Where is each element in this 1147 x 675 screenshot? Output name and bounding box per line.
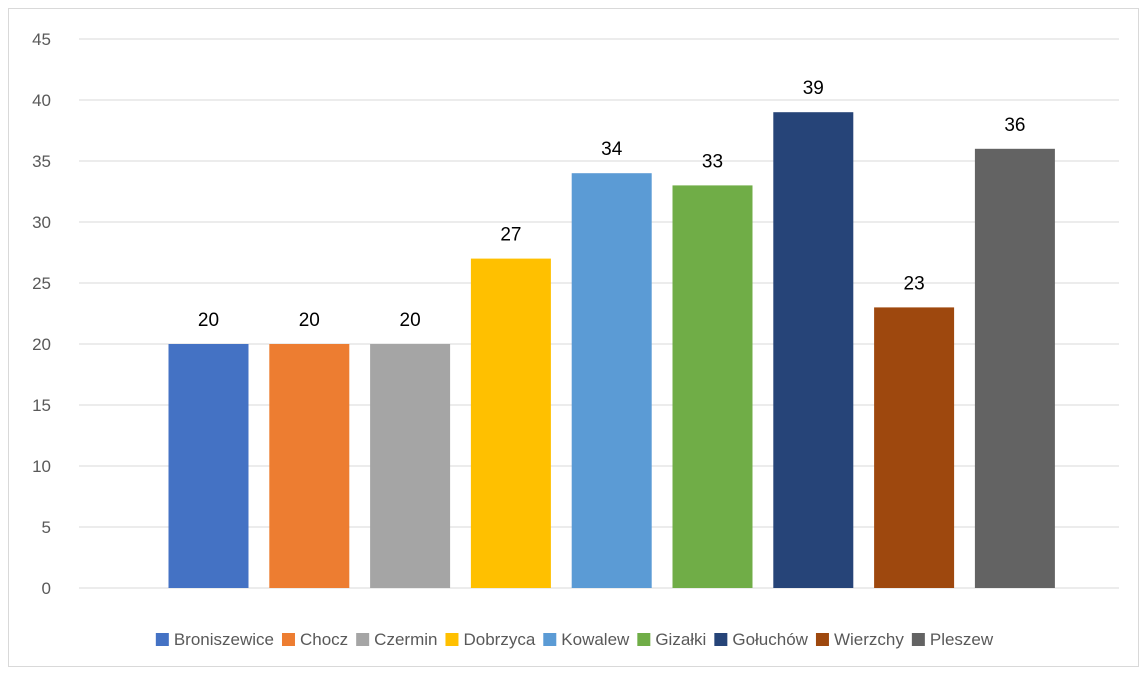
legend-item: Czermin bbox=[356, 630, 437, 649]
data-label: 27 bbox=[500, 225, 521, 246]
bar-pleszew bbox=[974, 148, 1055, 589]
y-tick-label: 25 bbox=[32, 274, 51, 293]
legend-label: Wierzchy bbox=[834, 630, 904, 649]
chart-frame: 0 5 10 15 20 25 30 35 40 45 20 20 20 27 34 33 39 23 36 Br… bbox=[8, 8, 1139, 667]
bar-gołuchów bbox=[773, 112, 854, 588]
y-tick-label: 0 bbox=[42, 579, 51, 598]
legend-label: Chocz bbox=[300, 630, 348, 649]
legend-label: Dobrzyca bbox=[463, 630, 535, 649]
legend-label: Gołuchów bbox=[732, 630, 808, 649]
legend-item: Wierzchy bbox=[815, 630, 904, 649]
bar-chocz bbox=[269, 344, 350, 588]
legend-item: Broniszewice bbox=[155, 630, 274, 649]
y-tick-label: 15 bbox=[32, 396, 51, 415]
data-label: 33 bbox=[702, 151, 723, 172]
legend-swatch bbox=[356, 633, 370, 646]
legend-item: Chocz bbox=[281, 630, 348, 649]
legend-swatch bbox=[714, 633, 728, 646]
y-tick-label: 30 bbox=[32, 213, 51, 232]
data-label: 39 bbox=[803, 78, 824, 99]
data-label: 23 bbox=[904, 273, 925, 294]
legend-item: Gołuchów bbox=[714, 630, 809, 649]
bars bbox=[168, 112, 1055, 589]
legend-swatch bbox=[911, 633, 925, 646]
data-label: 34 bbox=[601, 139, 623, 160]
data-labels: 20 20 20 27 34 33 39 23 36 bbox=[198, 78, 1026, 331]
legend-swatch bbox=[543, 633, 557, 646]
legend-swatch bbox=[637, 633, 651, 646]
legend-item: Pleszew bbox=[911, 630, 994, 649]
y-tick-label: 35 bbox=[32, 152, 51, 171]
data-label: 20 bbox=[400, 310, 421, 331]
data-label: 20 bbox=[198, 310, 219, 331]
y-tick-label: 40 bbox=[32, 91, 51, 110]
legend-item: Kowalew bbox=[543, 630, 630, 649]
data-label: 20 bbox=[299, 310, 320, 331]
y-axis-ticks: 0 5 10 15 20 25 30 35 40 45 bbox=[32, 30, 51, 598]
legend-item: Dobrzyca bbox=[445, 630, 536, 649]
legend-label: Pleszew bbox=[930, 630, 994, 649]
y-tick-label: 10 bbox=[32, 457, 51, 476]
legend-label: Gizałki bbox=[655, 630, 706, 649]
bar-kowalew bbox=[571, 173, 652, 588]
legend-swatch bbox=[281, 633, 295, 646]
bar-czermin bbox=[370, 344, 451, 588]
legend-label: Czermin bbox=[374, 630, 437, 649]
data-label: 36 bbox=[1004, 115, 1025, 136]
legend-swatch bbox=[445, 633, 459, 646]
legend: Broniszewice Chocz Czermin Dobrzyca Kowalew G… bbox=[155, 630, 994, 649]
legend-label: Kowalew bbox=[561, 630, 630, 649]
y-tick-label: 45 bbox=[32, 30, 51, 49]
legend-item: Gizałki bbox=[637, 630, 706, 649]
legend-swatch bbox=[155, 633, 169, 646]
legend-swatch bbox=[815, 633, 829, 646]
bar-wierzchy bbox=[874, 307, 955, 588]
legend-label: Broniszewice bbox=[174, 630, 274, 649]
bar-dobrzyca bbox=[470, 258, 551, 588]
y-tick-label: 5 bbox=[42, 518, 51, 537]
y-tick-label: 20 bbox=[32, 335, 51, 354]
bar-gizałki bbox=[672, 185, 753, 588]
bar-chart: 0 5 10 15 20 25 30 35 40 45 20 20 20 27 34 33 39 23 36 Br… bbox=[32, 30, 1119, 649]
bar-broniszewice bbox=[168, 344, 249, 588]
